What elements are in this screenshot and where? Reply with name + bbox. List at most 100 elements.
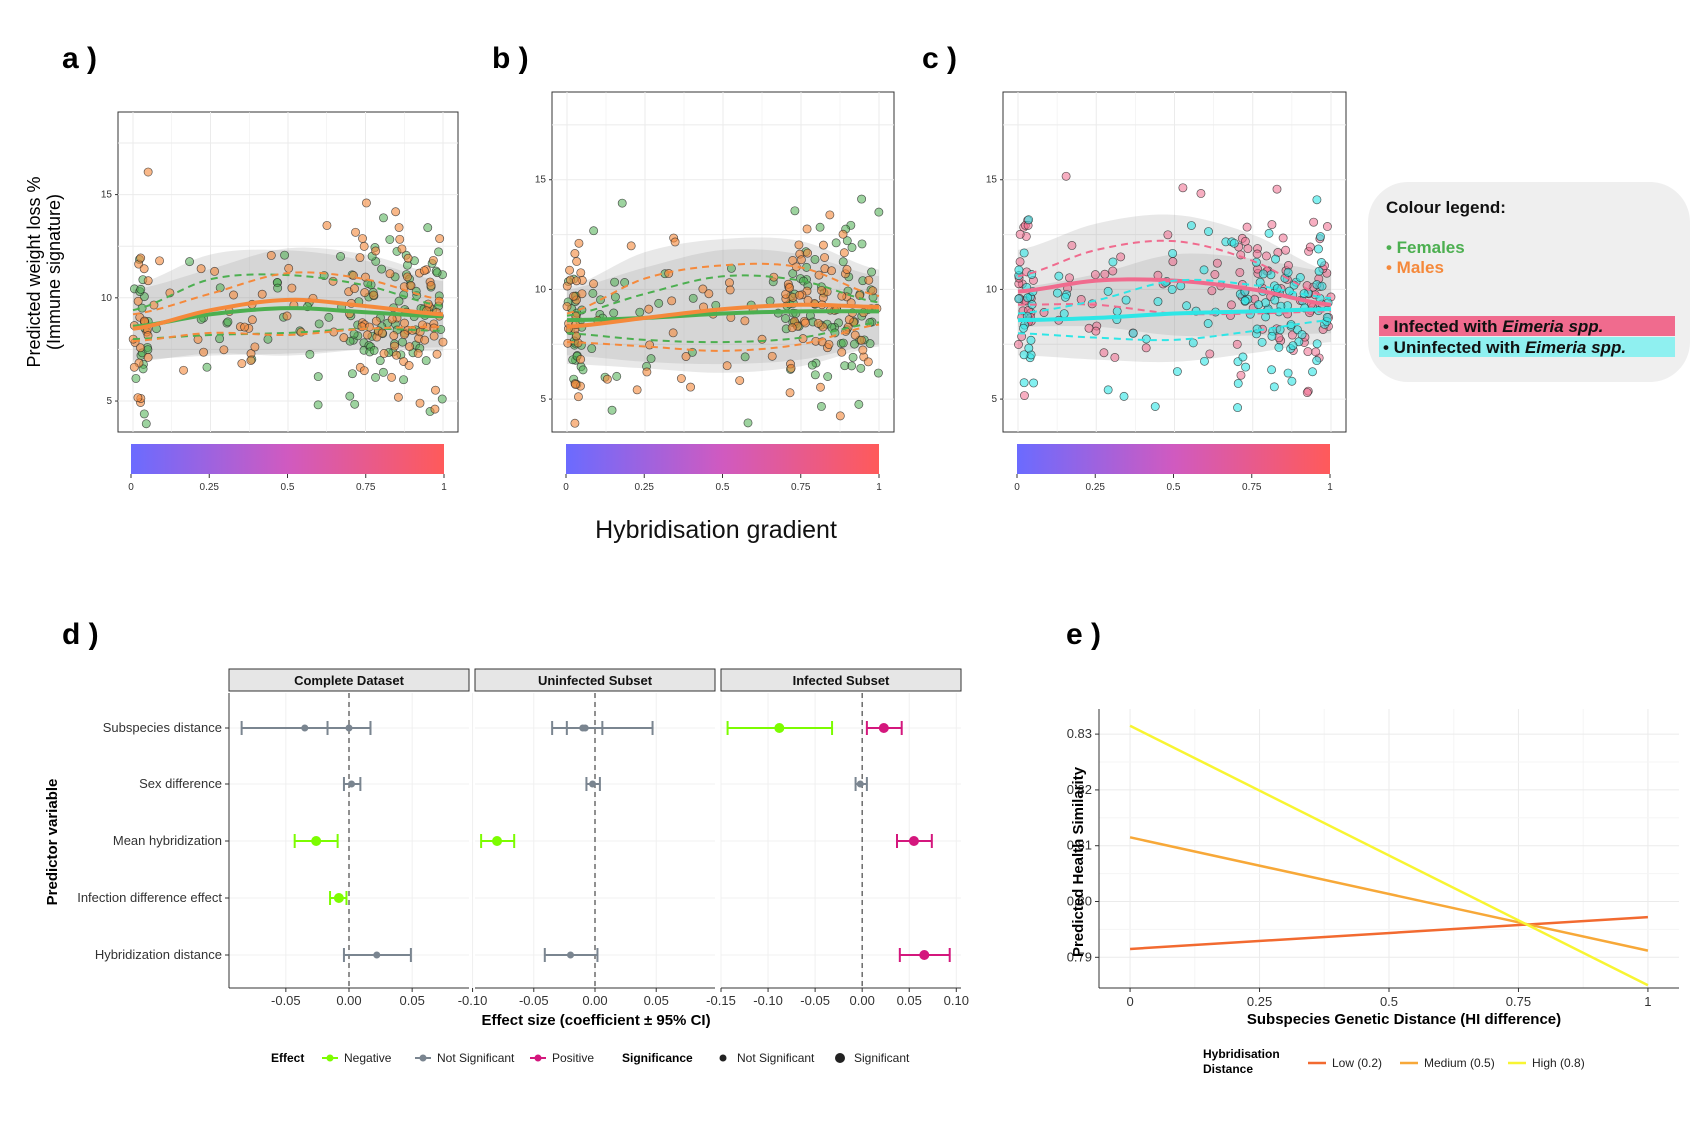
panel-label-e: e ) bbox=[1066, 618, 1101, 651]
forest-x-tick-label: -0.05 bbox=[519, 993, 549, 1008]
colour-legend-title: Colour legend: bbox=[1386, 198, 1506, 217]
point-male bbox=[379, 349, 389, 358]
point-female bbox=[223, 317, 233, 327]
point-uninfected bbox=[1269, 382, 1279, 392]
point-uninfected bbox=[1153, 297, 1163, 307]
point-female bbox=[617, 198, 627, 208]
point-uninfected bbox=[1204, 227, 1213, 236]
point-uninfected bbox=[1188, 338, 1198, 348]
scatter-panel-c: 5 10 15 0 0.25 0.5 0.75 1 bbox=[986, 91, 1347, 493]
point-male bbox=[735, 376, 745, 385]
point-male bbox=[698, 284, 708, 294]
ci-lower-male bbox=[566, 323, 880, 352]
point-infected bbox=[1014, 340, 1023, 349]
point-uninfected bbox=[1238, 352, 1248, 362]
point-male bbox=[419, 266, 429, 276]
panel-label-b: b ) bbox=[492, 42, 529, 75]
point-uninfected bbox=[1059, 309, 1069, 319]
point-male bbox=[863, 357, 873, 367]
point-male bbox=[800, 318, 810, 328]
significance-legend-label: Significant bbox=[854, 1051, 910, 1065]
point-female bbox=[578, 365, 588, 375]
ci-lower-female bbox=[566, 321, 880, 344]
point-male bbox=[814, 270, 824, 280]
point-male bbox=[139, 264, 149, 274]
point-infected bbox=[1084, 323, 1094, 333]
point-female bbox=[588, 288, 598, 298]
point-female bbox=[865, 339, 875, 349]
point-infected bbox=[1090, 270, 1100, 280]
point-female bbox=[816, 402, 826, 411]
ci-upper-infected bbox=[1017, 239, 1332, 300]
point-male bbox=[415, 398, 425, 408]
point-male bbox=[350, 284, 359, 294]
grid-b bbox=[552, 92, 894, 432]
colour-legend: Colour legend: • Females • Males • Infec… bbox=[1368, 182, 1690, 382]
point-uninfected bbox=[1014, 265, 1024, 275]
point-male bbox=[430, 404, 440, 414]
facet-title: Infected Subset bbox=[793, 673, 890, 688]
line-y-tick-label: 0.81 bbox=[1067, 838, 1092, 853]
point-male bbox=[576, 354, 586, 364]
point-infected bbox=[1236, 370, 1246, 380]
point-infected bbox=[1278, 233, 1288, 243]
predictor-label: Mean hybridization bbox=[113, 833, 222, 848]
forest-x-tick-label: 0.00 bbox=[336, 993, 361, 1008]
point-female bbox=[815, 222, 825, 232]
line-y-axis-label: Predicted Health Similarity bbox=[1070, 766, 1087, 957]
point-female bbox=[847, 243, 857, 252]
forest-x-axis-label: Effect size (coefficient ± 95% CI) bbox=[481, 1012, 710, 1029]
point-infected bbox=[1015, 257, 1025, 267]
point-male bbox=[642, 367, 652, 377]
smooth-line-uninfected bbox=[1017, 307, 1332, 323]
point-uninfected bbox=[1014, 294, 1024, 304]
ci-upper-female bbox=[132, 273, 444, 312]
line-x-axis-label: Subspecies Genetic Distance (HI differen… bbox=[1247, 1011, 1561, 1028]
legend-infected-band bbox=[1379, 316, 1675, 336]
point-male bbox=[135, 343, 145, 353]
shared-x-axis-label: Hybridisation gradient bbox=[595, 516, 837, 544]
point-infected bbox=[1108, 266, 1118, 276]
ci-upper-male bbox=[566, 262, 880, 315]
estimate-point bbox=[908, 836, 919, 846]
forest-x-tick-label: 0.05 bbox=[400, 993, 425, 1008]
point-uninfected bbox=[1252, 324, 1262, 334]
point-male bbox=[387, 314, 397, 324]
point-infected bbox=[1235, 267, 1245, 277]
point-female bbox=[688, 293, 698, 303]
y-tick-label: 15 bbox=[986, 175, 998, 186]
legend-males: • Males bbox=[1386, 258, 1444, 277]
point-infected bbox=[1303, 347, 1313, 357]
y-axis-label-a-line2: (Immune signature) bbox=[44, 194, 64, 350]
forest-x-tick-label: 0.00 bbox=[850, 993, 875, 1008]
point-infected bbox=[1163, 230, 1173, 240]
series-line-medium bbox=[1129, 836, 1649, 952]
point-female bbox=[423, 223, 433, 233]
estimate-point bbox=[579, 724, 587, 732]
point-uninfected bbox=[1024, 343, 1034, 353]
point-uninfected bbox=[1233, 379, 1243, 388]
point-uninfected bbox=[1314, 244, 1323, 254]
point-infected bbox=[1302, 388, 1312, 397]
point-infected bbox=[1243, 244, 1253, 254]
point-male bbox=[740, 316, 750, 326]
colorbar-tick-label: 1 bbox=[441, 482, 447, 493]
point-male bbox=[868, 286, 878, 296]
point-male bbox=[837, 347, 847, 357]
y-ticks-c: 5 10 15 bbox=[986, 175, 1003, 405]
point-female bbox=[350, 399, 360, 409]
point-male bbox=[143, 167, 153, 177]
point-female bbox=[831, 238, 841, 248]
point-male bbox=[389, 331, 399, 341]
point-male bbox=[562, 302, 572, 311]
point-male bbox=[404, 361, 414, 370]
point-female bbox=[139, 409, 149, 419]
smooth-line-female bbox=[566, 309, 880, 323]
point-female bbox=[873, 368, 883, 378]
point-male bbox=[571, 331, 581, 341]
ci-upper-male bbox=[132, 271, 444, 316]
forest-x-tick-label: 0.10 bbox=[944, 993, 969, 1008]
point-male bbox=[632, 385, 642, 395]
point-male bbox=[385, 269, 395, 279]
